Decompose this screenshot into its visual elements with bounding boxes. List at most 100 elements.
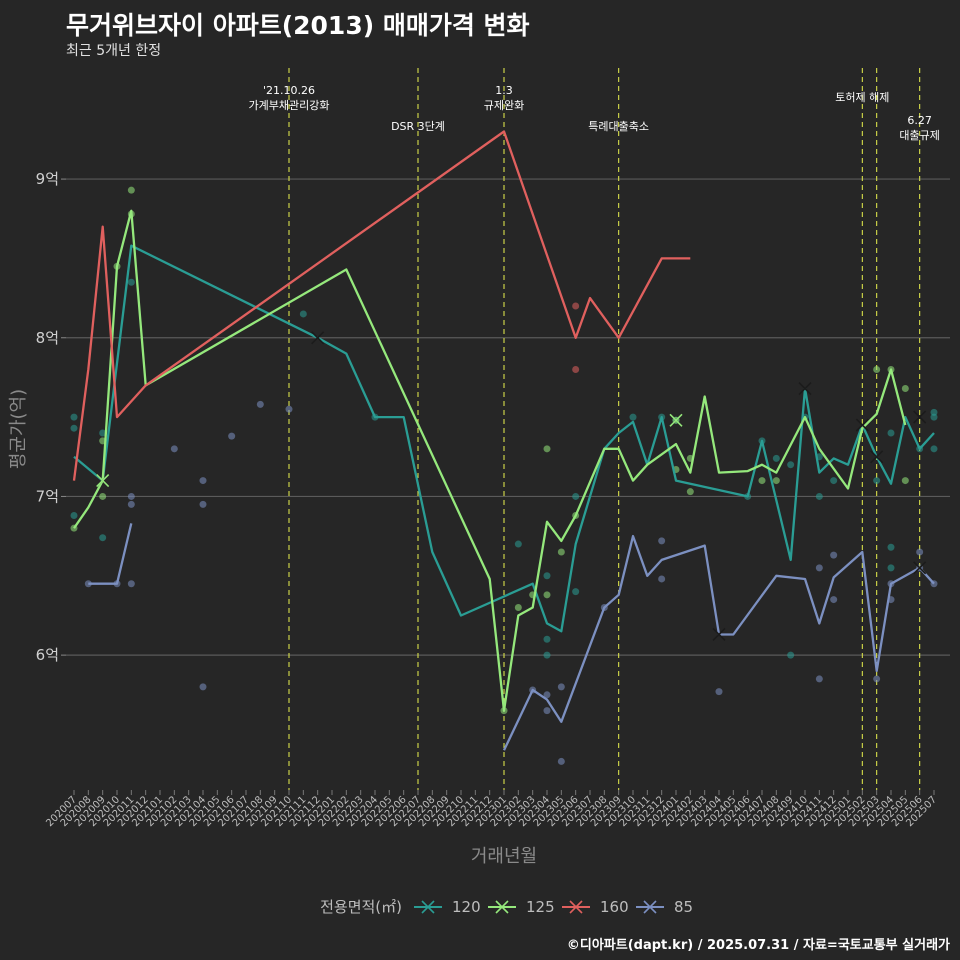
marker-85	[712, 627, 726, 642]
marker-stroke	[96, 474, 110, 488]
point-120	[930, 408, 938, 416]
point-85	[199, 683, 207, 691]
marker-stroke	[870, 450, 884, 464]
point-120	[572, 588, 580, 596]
source-caption: ©디아파트(dapt.kr) / 2025.07.31 / 자료=국토교통부 실…	[566, 938, 950, 953]
point-85	[557, 683, 565, 691]
point-85	[127, 500, 135, 508]
event-annotation: DSR 3단계	[391, 120, 445, 133]
point-160	[572, 302, 580, 310]
point-120	[830, 477, 838, 485]
point-125	[99, 492, 107, 500]
point-120	[887, 564, 895, 572]
y-tick-label: 7억	[36, 487, 59, 505]
x-axis-label: 거래년월	[471, 846, 537, 867]
point-85	[557, 757, 565, 765]
series-line-160	[72, 130, 691, 481]
point-120	[873, 477, 881, 485]
legend-item-85: 85	[636, 898, 693, 916]
chart-subtitle: 최근 5개년 한정	[66, 43, 162, 59]
point-160	[572, 365, 580, 373]
point-85	[830, 596, 838, 604]
point-120	[70, 424, 78, 432]
point-85	[916, 548, 924, 556]
point-85	[170, 445, 178, 453]
point-85	[543, 707, 551, 715]
marker-85	[913, 561, 927, 575]
point-85	[199, 500, 207, 508]
point-120	[70, 413, 78, 421]
marker-stroke	[311, 331, 325, 345]
point-120	[299, 310, 307, 318]
y-axis-label: 평균가(억)	[8, 389, 29, 469]
point-85	[658, 575, 666, 583]
point-85	[830, 551, 838, 559]
legend-label: 120	[452, 898, 481, 916]
event-annotation: 규제완화	[484, 99, 524, 112]
point-120	[543, 572, 551, 580]
legend-key-cross	[643, 900, 657, 914]
event-annotation: 대출규제	[899, 129, 939, 142]
series-line-85	[502, 534, 935, 751]
point-85	[127, 492, 135, 500]
point-120	[772, 454, 780, 462]
point-125	[901, 477, 909, 485]
point-85	[543, 691, 551, 699]
event-annotation: 가계부채관리강화	[249, 99, 330, 112]
point-125	[758, 477, 766, 485]
marker-120	[311, 331, 325, 345]
event-annotation: 1.3	[495, 84, 513, 97]
point-85	[658, 537, 666, 545]
point-85	[815, 675, 823, 683]
event-annotation: 토허제 해제	[835, 90, 889, 104]
marker-120	[913, 410, 927, 424]
point-120	[99, 534, 107, 542]
point-85	[199, 477, 207, 485]
marker-125	[669, 413, 683, 427]
chart-title: 무거위브자이 아파트(2013) 매매가격 변화	[66, 11, 530, 40]
point-85	[256, 400, 264, 408]
point-125	[686, 488, 694, 496]
point-85	[228, 432, 236, 440]
point-120	[787, 461, 795, 469]
point-85	[127, 580, 135, 588]
point-125	[514, 604, 522, 612]
point-125	[543, 445, 551, 453]
marker-stroke	[913, 410, 927, 424]
series-line-120	[73, 244, 935, 633]
event-annotation: '21.10.26	[263, 84, 315, 97]
point-125	[772, 477, 780, 485]
y-tick-label: 9억	[36, 170, 59, 188]
point-120	[514, 540, 522, 548]
point-85	[815, 564, 823, 572]
point-120	[629, 413, 637, 421]
point-120	[815, 492, 823, 500]
legend-label: 160	[600, 898, 629, 916]
series-line-125	[73, 209, 907, 712]
point-125	[901, 385, 909, 393]
point-85	[715, 688, 723, 696]
y-tick-label: 6억	[36, 646, 59, 664]
legend-key-cross	[569, 900, 583, 914]
legend-label: 125	[526, 898, 555, 916]
point-120	[543, 651, 551, 659]
legend-item-120: 120	[414, 898, 481, 916]
marker-120	[855, 418, 869, 432]
point-120	[70, 511, 78, 519]
point-120	[543, 635, 551, 643]
point-120	[887, 429, 895, 437]
point-125	[127, 186, 135, 194]
point-125	[873, 365, 881, 373]
legend-item-160: 160	[562, 898, 629, 916]
legend-item-125: 125	[488, 898, 555, 916]
point-85	[285, 405, 293, 413]
legend-key-cross	[421, 900, 435, 914]
marker-stroke	[855, 418, 869, 432]
y-tick-label: 8억	[36, 329, 59, 347]
point-125	[543, 591, 551, 599]
series-line-85	[88, 523, 133, 585]
point-120	[930, 445, 938, 453]
point-120	[99, 429, 107, 437]
